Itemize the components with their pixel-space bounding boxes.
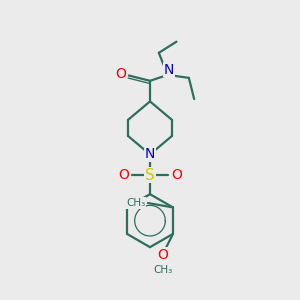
Text: S: S bbox=[145, 167, 155, 182]
Text: O: O bbox=[115, 67, 126, 81]
Text: O: O bbox=[118, 168, 129, 182]
Text: CH₃: CH₃ bbox=[153, 265, 172, 275]
Text: N: N bbox=[164, 63, 174, 76]
Text: N: N bbox=[145, 147, 155, 161]
Text: O: O bbox=[157, 248, 168, 262]
Text: CH₃: CH₃ bbox=[126, 198, 145, 208]
Text: O: O bbox=[171, 168, 182, 182]
